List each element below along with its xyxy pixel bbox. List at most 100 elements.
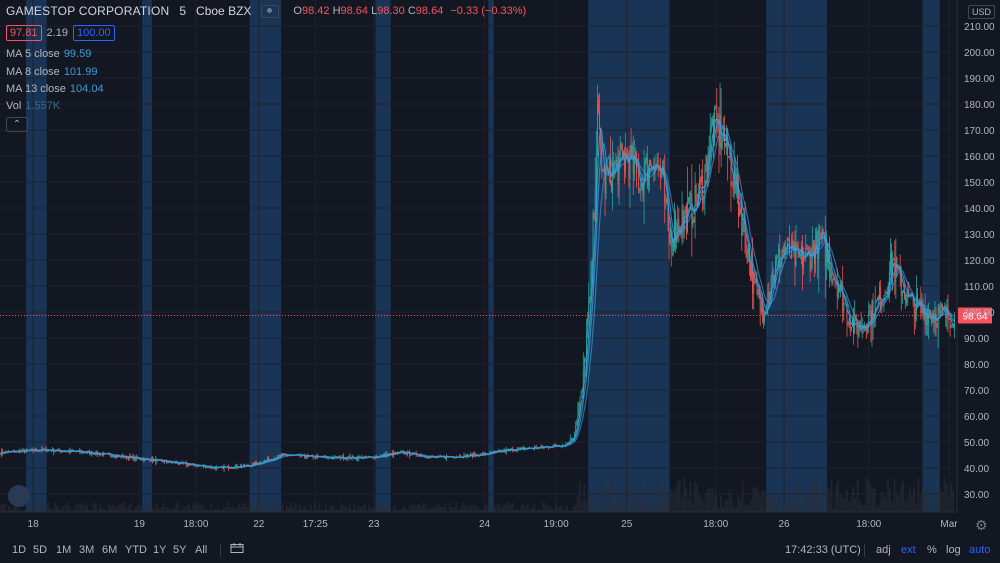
- adj-toggle[interactable]: adj: [876, 544, 891, 556]
- volume-bar: [329, 505, 332, 512]
- volume-bar: [368, 504, 371, 512]
- compare-calendar-icon[interactable]: [230, 543, 244, 554]
- volume-bar: [62, 507, 65, 512]
- volume-bar: [602, 484, 605, 512]
- range-1m[interactable]: 1M: [56, 544, 72, 556]
- candle-body: [590, 272, 592, 297]
- price-axis[interactable]: 30.00 40.00 50.00 60.00 70.00 80.00 90.00 100.0…: [956, 0, 995, 512]
- candle-body: [394, 452, 395, 454]
- x-tick-label: 25: [621, 519, 633, 530]
- volume-bar: [379, 504, 382, 512]
- candle-body: [263, 460, 265, 462]
- candle-body: [354, 458, 356, 460]
- indicator-ma8[interactable]: MA 8 close 101.99: [6, 66, 97, 78]
- tradingview-cloud-icon[interactable]: [8, 485, 30, 507]
- candle-body: [628, 158, 630, 178]
- volume-bar: [887, 478, 889, 512]
- candle-body: [932, 314, 934, 323]
- time-axis[interactable]: 18 19 18:00 22 17:25 23 24 19:00 25 18:00 26 18:00 M…: [0, 511, 958, 530]
- indicator-value: 99.59: [63, 48, 92, 60]
- volume-bar: [885, 497, 887, 512]
- volume-bar: [628, 482, 631, 512]
- volume-bar: [437, 503, 440, 512]
- candle-body: [389, 453, 391, 455]
- currency-label[interactable]: USD: [968, 5, 996, 19]
- candle-body: [514, 450, 516, 452]
- candle-body: [359, 456, 361, 458]
- percent-toggle[interactable]: %: [927, 544, 937, 556]
- volume-bar: [832, 507, 835, 512]
- volume-bar: [240, 506, 243, 512]
- candle-body: [885, 292, 887, 293]
- volume-bar: [533, 502, 536, 512]
- range-ytd[interactable]: YTD: [125, 544, 147, 556]
- volume-bar: [854, 497, 857, 512]
- timeframe[interactable]: 5: [179, 4, 187, 18]
- candle-body: [335, 456, 337, 458]
- candle-body: [875, 299, 877, 301]
- indicator-ma5[interactable]: MA 5 close 99.59: [6, 48, 91, 60]
- auto-toggle[interactable]: auto: [969, 544, 991, 556]
- volume-bar: [609, 482, 612, 512]
- candle-body: [665, 198, 667, 203]
- range-1d[interactable]: 1D: [12, 544, 27, 556]
- candle-body: [827, 247, 828, 263]
- log-toggle[interactable]: log: [946, 544, 961, 556]
- volume-bar: [782, 502, 785, 512]
- volume-bar: [416, 505, 418, 512]
- candle-body: [834, 279, 836, 284]
- volume-bar: [654, 502, 657, 512]
- buy-button[interactable]: 100.00: [72, 25, 115, 41]
- ext-toggle[interactable]: ext: [901, 544, 916, 556]
- range-3m[interactable]: 3M: [79, 544, 95, 556]
- volume-bar: [911, 494, 913, 512]
- bid-ask-row: 97.81 2.19 100.00: [6, 25, 115, 41]
- candle-body: [616, 159, 618, 161]
- candle-body: [690, 193, 692, 202]
- candle-body: [831, 270, 833, 284]
- range-all[interactable]: All: [195, 544, 208, 556]
- candle-body: [729, 156, 731, 158]
- symbol-name[interactable]: GAMESTOP CORPORATION: [6, 4, 170, 18]
- utc-clock[interactable]: 17:42:33 (UTC): [785, 544, 861, 556]
- volume-bar: [155, 503, 158, 512]
- volume-bar: [730, 497, 733, 512]
- range-6m[interactable]: 6M: [102, 544, 118, 556]
- candle-body: [623, 154, 624, 158]
- candle-body: [596, 100, 598, 154]
- indicator-volume[interactable]: Vol 1.557K: [6, 100, 60, 112]
- candle-body: [913, 303, 915, 319]
- candle-body: [46, 450, 48, 452]
- range-5y[interactable]: 5Y: [173, 544, 187, 556]
- x-tick-label: 22: [253, 519, 265, 530]
- volume-bar: [66, 502, 69, 512]
- volume-bar: [249, 502, 251, 512]
- volume-bar: [548, 506, 551, 512]
- volume-bar: [809, 497, 811, 512]
- candle-body: [904, 291, 905, 298]
- volume-bar: [446, 510, 449, 512]
- volume-bar: [576, 495, 579, 512]
- volume-bar: [64, 504, 67, 512]
- candle-body: [490, 451, 492, 453]
- indicator-ma13[interactable]: MA 13 close 104.04: [6, 83, 104, 95]
- eye-icon[interactable]: [261, 4, 280, 18]
- candle-body: [667, 203, 669, 225]
- volume-bar: [492, 510, 494, 512]
- volume-bar: [153, 509, 156, 512]
- candle-body: [924, 311, 926, 326]
- volume-bar: [585, 500, 588, 512]
- candle-body: [633, 159, 635, 175]
- candle-body: [179, 464, 181, 465]
- volume-bar: [103, 509, 106, 512]
- sell-button[interactable]: 97.81: [6, 25, 42, 41]
- gear-icon[interactable]: ⚙: [975, 517, 988, 533]
- volume-bar: [570, 510, 573, 512]
- session-band: [488, 0, 494, 512]
- range-5d[interactable]: 5D: [33, 544, 48, 556]
- indicator-label: MA 13 close: [6, 83, 66, 95]
- chevron-up-icon[interactable]: ⌃: [6, 117, 28, 132]
- volume-bar: [518, 509, 520, 512]
- range-1y[interactable]: 1Y: [153, 544, 167, 556]
